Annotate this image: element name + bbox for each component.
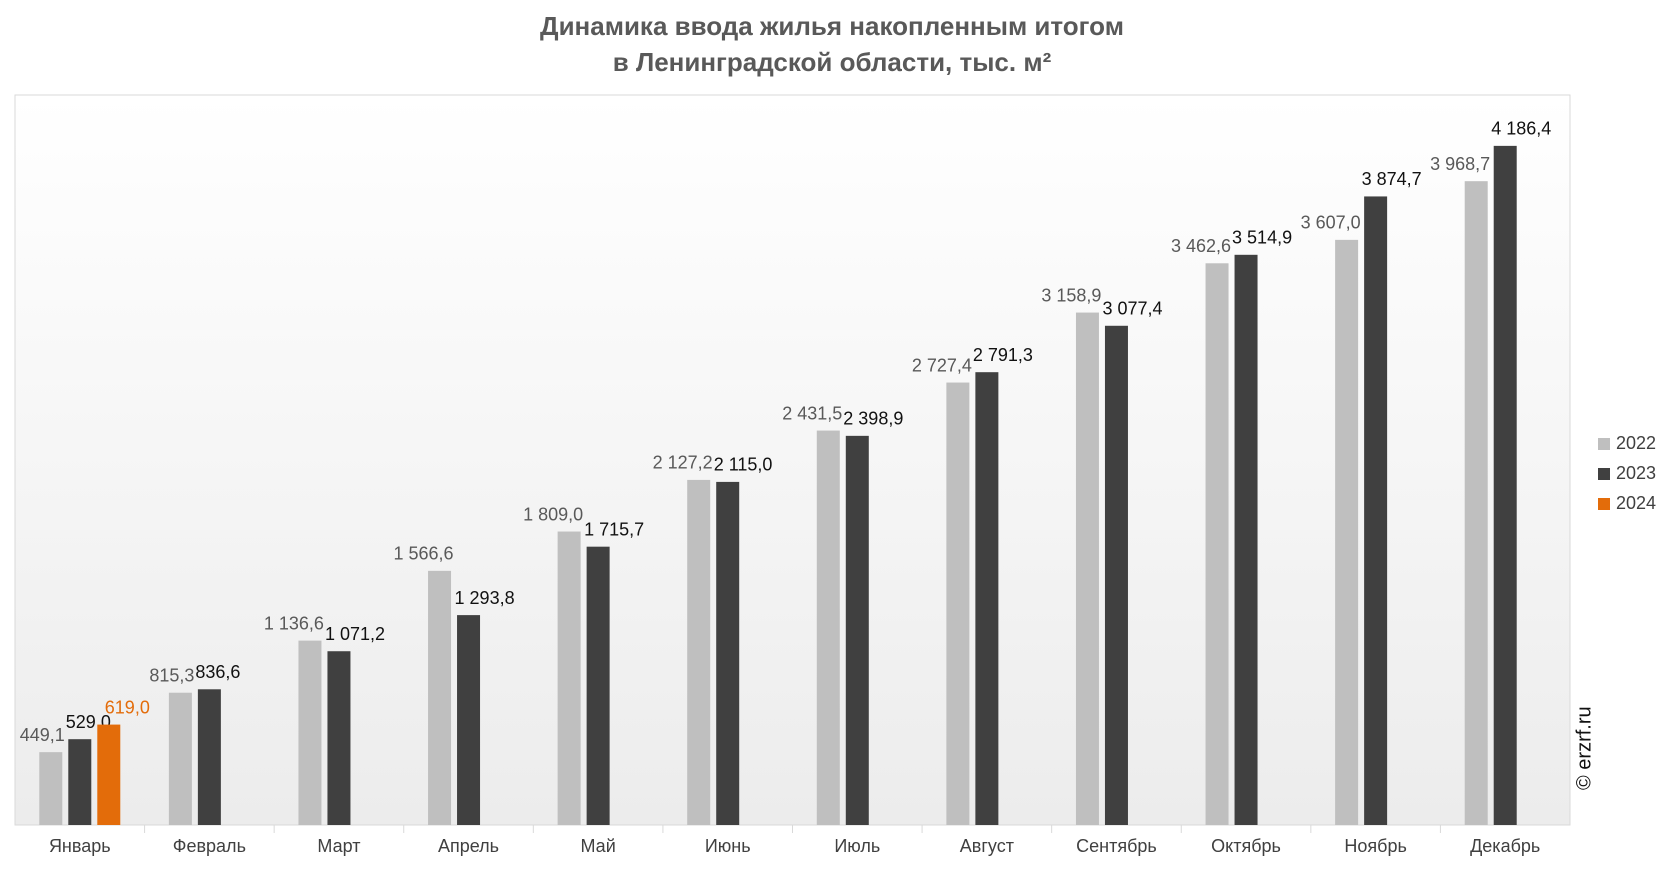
bar <box>1075 312 1099 825</box>
x-tick-label: Октябрь <box>1211 836 1281 856</box>
data-label: 3 077,4 <box>1102 299 1162 319</box>
bar <box>298 640 322 825</box>
watermark: © erzrf.ru <box>1573 706 1595 790</box>
data-label: 1 071,2 <box>325 624 385 644</box>
bar <box>816 430 840 825</box>
data-label: 2 398,9 <box>843 409 903 429</box>
x-tick-label: Ноябрь <box>1344 836 1406 856</box>
bar <box>1364 196 1388 825</box>
data-label: 1 136,6 <box>264 613 324 633</box>
legend-label: 2024 <box>1616 493 1656 513</box>
data-label: 449,1 <box>20 725 65 745</box>
bar <box>327 651 351 825</box>
data-label: 4 186,4 <box>1491 119 1551 139</box>
x-tick-label: Январь <box>49 836 111 856</box>
data-label: 2 727,4 <box>912 355 972 375</box>
x-tick-label: Май <box>580 836 615 856</box>
data-label: 3 968,7 <box>1430 154 1490 174</box>
bar <box>1493 145 1517 825</box>
data-label: 2 431,5 <box>782 403 842 423</box>
x-tick-label: Июнь <box>705 836 751 856</box>
chart-title: в Ленинградской области, тыс. м² <box>613 47 1052 77</box>
chart-title: Динамика ввода жилья накопленным итогом <box>540 11 1124 41</box>
data-label: 1 566,6 <box>393 544 453 564</box>
bar <box>1335 239 1359 825</box>
data-label: 815,3 <box>149 665 194 685</box>
x-tick-label: Декабрь <box>1470 836 1540 856</box>
x-tick-label: Август <box>960 836 1014 856</box>
bar <box>1234 254 1258 825</box>
legend-swatch <box>1598 468 1610 480</box>
bar <box>1104 325 1128 825</box>
bar <box>68 739 92 825</box>
bar <box>39 752 63 825</box>
bar <box>1205 263 1229 826</box>
data-label: 3 514,9 <box>1232 228 1292 248</box>
x-tick-label: Март <box>317 836 360 856</box>
data-label: 836,6 <box>195 662 240 682</box>
bar <box>197 689 221 825</box>
bar <box>687 479 711 825</box>
data-label: 3 462,6 <box>1171 236 1231 256</box>
data-label: 3 874,7 <box>1362 169 1422 189</box>
bar <box>1464 181 1488 825</box>
data-label: 1 293,8 <box>455 588 515 608</box>
bar <box>97 724 121 825</box>
bar <box>557 531 581 825</box>
data-label: 2 127,2 <box>653 453 713 473</box>
bar <box>168 692 192 825</box>
bar <box>428 570 452 825</box>
x-tick-label: Апрель <box>438 836 499 856</box>
data-label: 1 809,0 <box>523 504 583 524</box>
legend-label: 2023 <box>1616 463 1656 483</box>
bar <box>946 382 970 825</box>
plot-area <box>14 94 1571 826</box>
data-label: 2 115,0 <box>714 455 773 475</box>
legend-swatch <box>1598 498 1610 510</box>
bar <box>716 481 740 825</box>
bar <box>845 435 869 825</box>
data-label: 2 791,3 <box>973 345 1033 365</box>
data-label: 1 715,7 <box>584 519 644 539</box>
x-tick-label: Февраль <box>173 836 246 856</box>
bar <box>975 372 999 825</box>
bar <box>586 546 610 825</box>
data-label: 3 607,0 <box>1301 213 1361 233</box>
x-tick-label: Сентябрь <box>1076 836 1157 856</box>
legend-label: 2022 <box>1616 433 1656 453</box>
x-tick-label: Июль <box>834 836 880 856</box>
data-label: 3 158,9 <box>1041 285 1101 305</box>
bar <box>457 615 481 825</box>
legend-swatch <box>1598 438 1610 450</box>
data-label: 619,0 <box>105 697 150 717</box>
